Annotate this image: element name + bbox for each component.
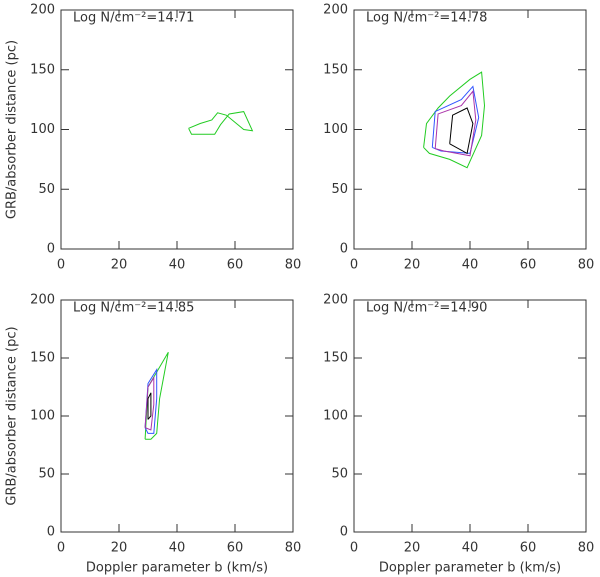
y-tick-label: 50	[38, 467, 55, 482]
x-axis-label: Doppler parameter b (km/s)	[379, 561, 561, 576]
y-tick-label: 0	[340, 525, 348, 540]
y-tick-label: 200	[323, 3, 348, 18]
y-tick-label: 200	[30, 3, 55, 18]
contour-line	[434, 90, 477, 157]
x-tick-label: 60	[520, 258, 537, 273]
y-tick-label: 100	[323, 409, 348, 424]
y-tick-label: 50	[331, 467, 348, 482]
y-tick-label: 0	[47, 242, 55, 257]
y-tick-label: 100	[30, 122, 55, 137]
y-tick-label: 50	[38, 182, 55, 197]
y-tick-label: 100	[30, 409, 55, 424]
x-tick-label: 80	[285, 258, 302, 273]
x-tick-label: 0	[350, 258, 358, 273]
contour-line	[147, 392, 152, 420]
x-tick-label: 0	[350, 541, 358, 556]
x-tick-label: 20	[404, 541, 421, 556]
plot-frame	[60, 299, 294, 533]
contour-line	[449, 107, 474, 155]
x-tick-label: 80	[285, 541, 302, 556]
x-tick-label: 40	[169, 258, 186, 273]
x-tick-label: 20	[111, 541, 128, 556]
x-tick-label: 0	[57, 541, 65, 556]
y-tick-label: 150	[30, 62, 55, 77]
y-tick-label: 50	[331, 182, 348, 197]
y-tick-label: 100	[323, 122, 348, 137]
y-tick-label: 150	[323, 351, 348, 366]
x-tick-label: 60	[520, 541, 537, 556]
y-axis-label: GRB/absorber distance (pc)	[5, 40, 20, 219]
y-tick-label: 0	[47, 525, 55, 540]
x-tick-label: 40	[462, 541, 479, 556]
panel-title: Log N/cm⁻²=14.90	[366, 301, 487, 316]
x-tick-label: 60	[227, 258, 244, 273]
y-tick-label: 200	[30, 293, 55, 308]
plot-frame	[60, 9, 294, 250]
contour-line	[144, 367, 158, 434]
y-axis-label: GRB/absorber distance (pc)	[5, 326, 20, 505]
y-tick-label: 200	[323, 293, 348, 308]
x-tick-label: 80	[578, 258, 595, 273]
x-tick-label: 20	[111, 258, 128, 273]
y-tick-label: 0	[340, 242, 348, 257]
plot-frame	[353, 9, 587, 250]
contour-line	[144, 375, 155, 431]
panel-title: Log N/cm⁻²=14.85	[73, 301, 194, 316]
plot-frame	[353, 299, 587, 533]
y-tick-label: 150	[30, 351, 55, 366]
x-tick-label: 20	[404, 258, 421, 273]
x-tick-label: 60	[227, 541, 244, 556]
x-tick-label: 80	[578, 541, 595, 556]
panel-title: Log N/cm⁻²=14.71	[73, 11, 194, 26]
x-tick-label: 0	[57, 258, 65, 273]
y-tick-label: 150	[323, 62, 348, 77]
contour-line	[423, 71, 486, 169]
panel-title: Log N/cm⁻²=14.78	[366, 11, 487, 26]
contour-line	[188, 111, 254, 135]
x-tick-label: 40	[169, 541, 186, 556]
x-axis-label: Doppler parameter b (km/s)	[86, 561, 268, 576]
x-tick-label: 40	[462, 258, 479, 273]
